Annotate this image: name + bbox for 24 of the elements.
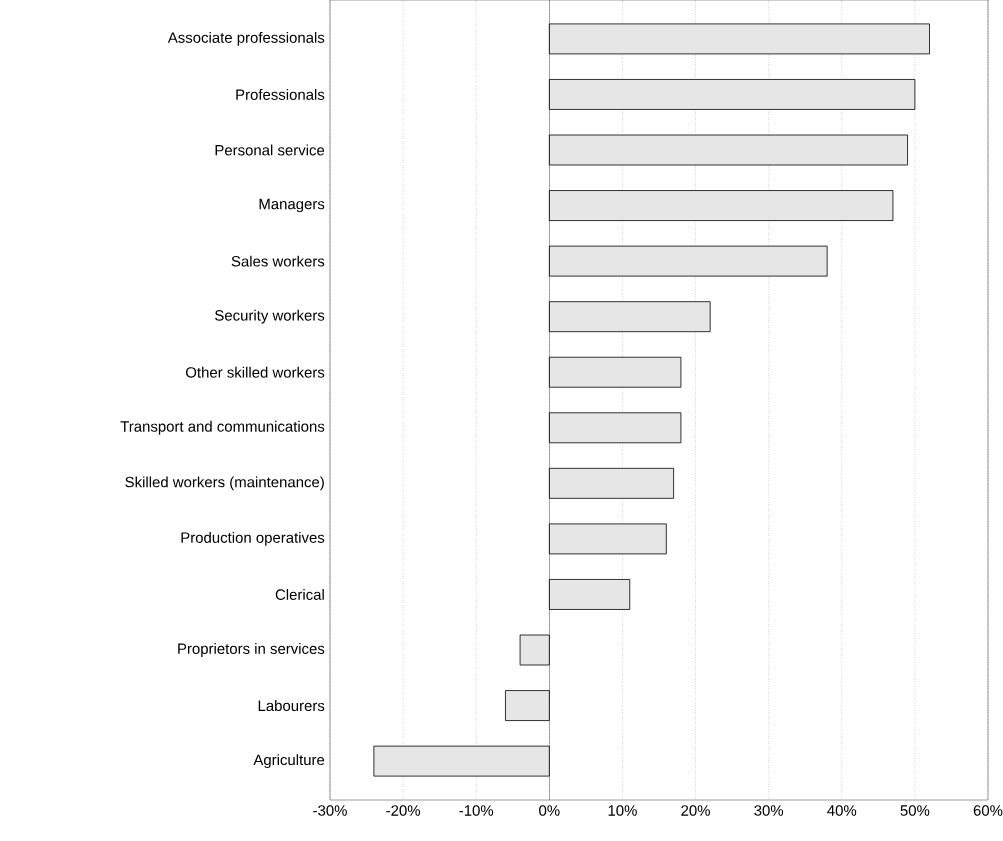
- y-tick-label: Associate professionals: [167, 31, 325, 46]
- x-tick-label: 10%: [608, 805, 637, 816]
- y-tick-label: Agriculture: [253, 754, 325, 769]
- y-tick-label: Labourers: [258, 700, 325, 712]
- x-tick-label: 40%: [827, 805, 857, 816]
- y-tick-label: Sales workers: [231, 255, 325, 267]
- y-tick-label: Security workers: [215, 309, 325, 324]
- y-tick-label: Proprietors in services: [178, 643, 325, 657]
- y-tick-label: Other skilled workers: [186, 366, 325, 378]
- x-tick-label: -10%: [459, 805, 494, 816]
- x-tick-label: -20%: [386, 805, 421, 816]
- x-tick-label: 20%: [681, 805, 710, 816]
- y-tick-label: Transport and communications: [120, 420, 325, 435]
- y-tick-label: Professionals: [236, 88, 325, 100]
- x-tick-label: 60%: [973, 805, 1003, 816]
- x-tick-label: -30%: [313, 805, 347, 816]
- y-tick-label: Clerical: [275, 588, 324, 600]
- y-tick-label: Skilled workers (maintenance): [125, 476, 324, 491]
- y-tick-label: Personal service: [215, 144, 325, 156]
- x-tick-label: 0%: [539, 805, 560, 816]
- y-tick-label: Managers: [259, 198, 325, 213]
- x-tick-label: 30%: [754, 805, 784, 816]
- x-tick-label: 50%: [900, 805, 930, 816]
- y-tick-label: Production operatives: [181, 531, 325, 546]
